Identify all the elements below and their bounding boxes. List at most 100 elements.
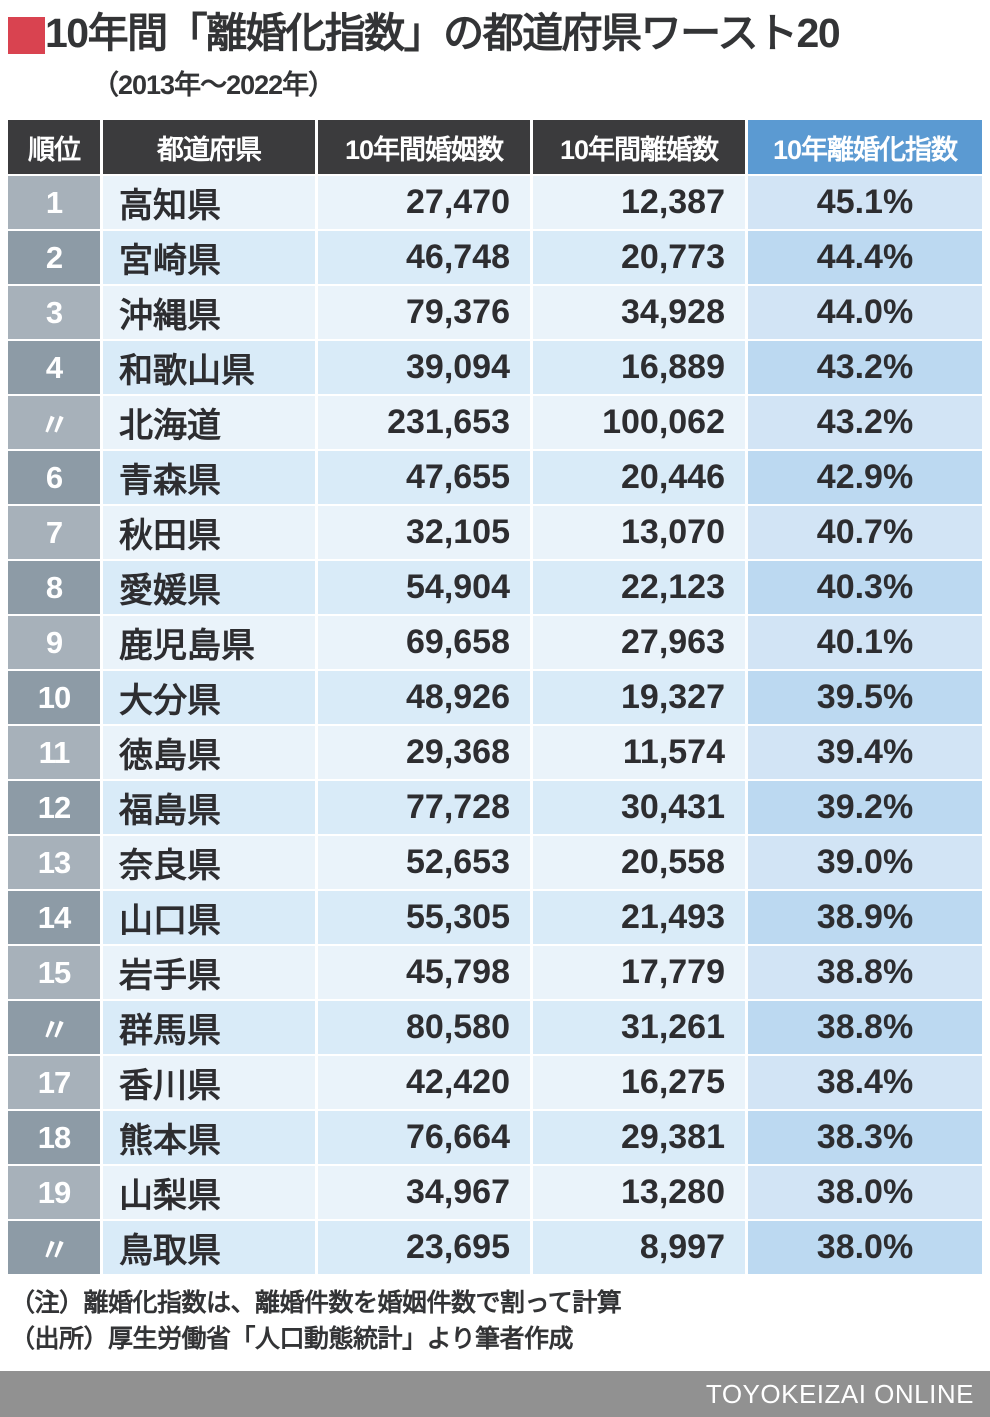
rank-cell: 10 <box>8 671 100 725</box>
marriages-cell: 48,926 <box>318 671 530 725</box>
prefecture-cell: 沖縄県 <box>103 286 315 340</box>
prefecture-cell: 宮崎県 <box>103 231 315 285</box>
prefecture-cell: 香川県 <box>103 1056 315 1110</box>
rank-cell: 6 <box>8 451 100 505</box>
divorces-cell: 30,431 <box>533 781 745 835</box>
marriages-cell: 27,470 <box>318 176 530 230</box>
footer-brand-bar: TOYOKEIZAI ONLINE <box>0 1371 990 1417</box>
table-row: 〃 群馬県 80,580 31,261 38.8% <box>8 1001 982 1055</box>
marriages-cell: 39,094 <box>318 341 530 395</box>
note-source: （出所）厚生労働省「人口動態統計」より筆者作成 <box>10 1324 574 1353</box>
table-row: 14 山口県 55,305 21,493 38.9% <box>8 891 982 945</box>
marriages-cell: 52,653 <box>318 836 530 890</box>
prefecture-cell: 山梨県 <box>103 1166 315 1220</box>
prefecture-cell: 奈良県 <box>103 836 315 890</box>
divorce-index-cell: 44.0% <box>748 286 982 340</box>
marriages-cell: 231,653 <box>318 396 530 450</box>
marriages-cell: 79,376 <box>318 286 530 340</box>
rank-cell: 15 <box>8 946 100 1000</box>
divorces-cell: 20,446 <box>533 451 745 505</box>
divorce-index-cell: 38.0% <box>748 1221 982 1275</box>
note-calculation: （注）離婚化指数は、離婚件数を婚姻件数で割って計算 <box>10 1289 622 1318</box>
column-header-divorces: 10年間離婚数 <box>533 120 745 175</box>
rank-cell: 〃 <box>8 1221 100 1275</box>
divorces-cell: 13,070 <box>533 506 745 560</box>
divorce-index-cell: 40.1% <box>748 616 982 670</box>
divorces-cell: 31,261 <box>533 1001 745 1055</box>
rank-cell: 19 <box>8 1166 100 1220</box>
prefecture-cell: 熊本県 <box>103 1111 315 1165</box>
marriages-cell: 42,420 <box>318 1056 530 1110</box>
table-row: 17 香川県 42,420 16,275 38.4% <box>8 1056 982 1110</box>
rank-cell: 18 <box>8 1111 100 1165</box>
rank-cell: 4 <box>8 341 100 395</box>
marriages-cell: 47,655 <box>318 451 530 505</box>
divorce-index-cell: 39.0% <box>748 836 982 890</box>
table-row: 19 山梨県 34,967 13,280 38.0% <box>8 1166 982 1220</box>
divorce-index-cell: 39.4% <box>748 726 982 780</box>
table-row: 4 和歌山県 39,094 16,889 43.2% <box>8 341 982 395</box>
divorces-cell: 11,574 <box>533 726 745 780</box>
rank-cell: 8 <box>8 561 100 615</box>
prefecture-cell: 徳島県 <box>103 726 315 780</box>
divorces-cell: 19,327 <box>533 671 745 725</box>
marriages-cell: 55,305 <box>318 891 530 945</box>
table-row: 〃 鳥取県 23,695 8,997 38.0% <box>8 1221 982 1275</box>
table-row: 3 沖縄県 79,376 34,928 44.0% <box>8 286 982 340</box>
divorces-cell: 17,779 <box>533 946 745 1000</box>
title-block: 10年間「離婚化指数」の都道府県ワースト20 （2013年〜2022年） <box>0 0 990 102</box>
divorces-cell: 27,963 <box>533 616 745 670</box>
divorces-cell: 13,280 <box>533 1166 745 1220</box>
divorce-index-cell: 42.9% <box>748 451 982 505</box>
rank-cell: 14 <box>8 891 100 945</box>
divorce-index-cell: 43.2% <box>748 341 982 395</box>
divorce-index-cell: 40.7% <box>748 506 982 560</box>
divorces-cell: 22,123 <box>533 561 745 615</box>
table-header-row: 順位 都道府県 10年間婚姻数 10年間離婚数 10年離婚化指数 <box>8 120 982 175</box>
marriages-cell: 32,105 <box>318 506 530 560</box>
rank-cell: 3 <box>8 286 100 340</box>
divorces-cell: 29,381 <box>533 1111 745 1165</box>
divorce-index-cell: 38.9% <box>748 891 982 945</box>
divorce-index-cell: 38.8% <box>748 1001 982 1055</box>
rank-cell: 17 <box>8 1056 100 1110</box>
marriages-cell: 54,904 <box>318 561 530 615</box>
divorce-index-cell: 38.4% <box>748 1056 982 1110</box>
table-row: 18 熊本県 76,664 29,381 38.3% <box>8 1111 982 1165</box>
prefecture-cell: 山口県 <box>103 891 315 945</box>
divorces-cell: 34,928 <box>533 286 745 340</box>
table-row: 10 大分県 48,926 19,327 39.5% <box>8 671 982 725</box>
page-subtitle: （2013年〜2022年） <box>92 70 335 101</box>
divorce-index-cell: 44.4% <box>748 231 982 285</box>
column-header-rank: 順位 <box>8 120 100 175</box>
divorces-cell: 21,493 <box>533 891 745 945</box>
table-row: 2 宮崎県 46,748 20,773 44.4% <box>8 231 982 285</box>
marriages-cell: 46,748 <box>318 231 530 285</box>
rank-cell: 〃 <box>8 396 100 450</box>
divorces-cell: 8,997 <box>533 1221 745 1275</box>
table-row: 7 秋田県 32,105 13,070 40.7% <box>8 506 982 560</box>
page-title: 10年間「離婚化指数」の都道府県ワースト20 <box>45 10 841 56</box>
prefecture-cell: 秋田県 <box>103 506 315 560</box>
marriages-cell: 76,664 <box>318 1111 530 1165</box>
divorce-index-cell: 45.1% <box>748 176 982 230</box>
rank-cell: 2 <box>8 231 100 285</box>
prefecture-cell: 和歌山県 <box>103 341 315 395</box>
divorce-index-cell: 39.2% <box>748 781 982 835</box>
prefecture-cell: 鹿児島県 <box>103 616 315 670</box>
prefecture-cell: 北海道 <box>103 396 315 450</box>
table-row: 〃 北海道 231,653 100,062 43.2% <box>8 396 982 450</box>
column-header-marriages: 10年間婚姻数 <box>318 120 530 175</box>
prefecture-cell: 鳥取県 <box>103 1221 315 1275</box>
rank-cell: 〃 <box>8 1001 100 1055</box>
rank-cell: 12 <box>8 781 100 835</box>
prefecture-cell: 愛媛県 <box>103 561 315 615</box>
divorces-cell: 20,773 <box>533 231 745 285</box>
table-row: 11 徳島県 29,368 11,574 39.4% <box>8 726 982 780</box>
divorce-index-cell: 43.2% <box>748 396 982 450</box>
divorces-cell: 100,062 <box>533 396 745 450</box>
brand-label: TOYOKEIZAI ONLINE <box>705 1379 974 1409</box>
table-row: 12 福島県 77,728 30,431 39.2% <box>8 781 982 835</box>
divorces-cell: 16,889 <box>533 341 745 395</box>
table-row: 8 愛媛県 54,904 22,123 40.3% <box>8 561 982 615</box>
